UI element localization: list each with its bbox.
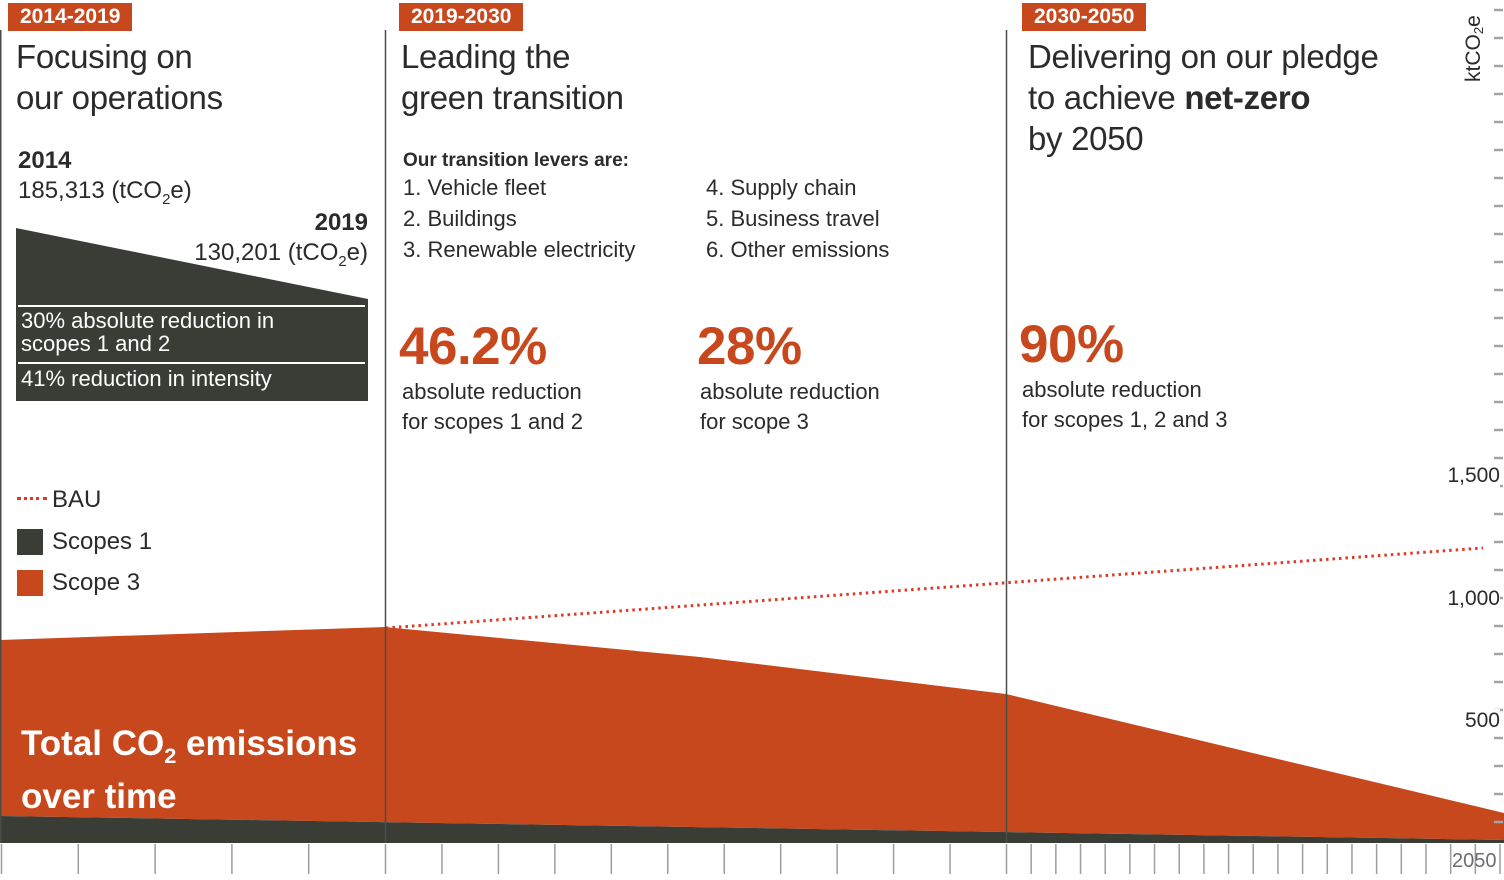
wedge-stat-intensity: 41% reduction in intensity [21,366,272,391]
section3-title-line2: to achieve net-zero [1028,79,1311,116]
emissions-2014-value: 185,313 (tCO2e) [18,177,192,208]
lever-vehicle-fleet: 1. Vehicle fleet [403,175,547,200]
section2-title-line1: Leading the [401,38,571,75]
wedge-rule-bottom [18,362,365,364]
section1-title-line1: Focusing on [16,38,193,75]
y-axis-ruler [1494,8,1503,824]
y-tick-label-1500: 1,500 [1436,464,1500,488]
y-tick-label-500: 500 [1436,709,1500,733]
section1-badge: 2014-2019 [8,3,133,31]
lever-buildings: 2. Buildings [403,206,517,231]
year-2019-label: 2019 [314,209,368,236]
lever-renewable-electricity: 3. Renewable electricity [403,237,636,262]
stat3-caption-line2: for scopes 1, 2 and 3 [1022,407,1228,432]
y-tick-label-1000: 1,000 [1436,587,1500,611]
section3-title-line1: Delivering on our pledge [1028,38,1379,75]
scope3-legend-label: Scope 3 [52,569,141,596]
stat-28-percent: 28% [697,317,802,376]
section1-title: Focusing on our operations [16,36,223,118]
scopes1-legend-label: Scopes 1 [52,528,153,555]
scopes1-legend-swatch [17,529,43,555]
section3-badge: 2030-2050 [1022,3,1147,31]
y-axis-unit-label: ktCO2e [1462,15,1487,82]
section2-title: Leading the green transition [401,36,624,118]
year-2014-label: 2014 [18,147,72,174]
section1-title-line2: our operations [16,79,223,116]
x-tick-label-2050: 2050 [1452,850,1497,872]
stat1-caption-line2: for scopes 1 and 2 [402,409,584,434]
wedge-rule-top [18,305,365,307]
bau-legend-label: BAU [52,486,102,513]
levers-heading: Our transition levers are: [403,150,629,171]
bau-legend-swatch [17,497,47,500]
bau-dotted-line [385,546,1484,630]
section3-title: Delivering on our pledge to achieve net-… [1028,36,1379,159]
lever-supply-chain: 4. Supply chain [706,175,857,200]
wedge-stat-scopes12: 30% absolute reduction in scopes 1 and 2 [21,308,275,356]
stat-46-2-percent: 46.2% [399,317,547,376]
scopes1-band [0,816,1504,843]
lever-other-emissions: 6. Other emissions [706,237,890,262]
scope3-legend-swatch [17,570,43,596]
stat-90-percent: 90% [1019,315,1124,374]
lever-business-travel: 5. Business travel [706,206,880,231]
section3-title-line3: by 2050 [1028,120,1144,157]
stat3-caption-line1: absolute reduction [1022,377,1202,402]
section2-badge: 2019-2030 [399,3,524,31]
stat1-caption-line1: absolute reduction [402,379,582,404]
scopes1-reduction-wedge [16,228,368,401]
scope3-area [0,627,1504,840]
stat2-caption-line2: for scope 3 [700,409,809,434]
emissions-2019-value: 130,201 (tCO2e) [194,239,368,270]
chart-area-title: Total CO2 emissions over time [21,724,358,816]
net-zero-emphasis: net-zero [1184,79,1311,116]
x-axis-ticks [0,844,1501,874]
stat2-caption-line1: absolute reduction [700,379,880,404]
section2-title-line2: green transition [401,79,624,116]
